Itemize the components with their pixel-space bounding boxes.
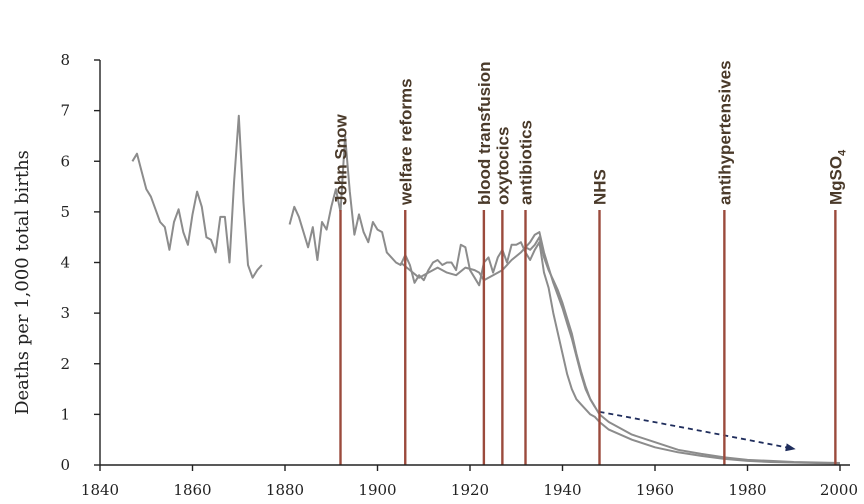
y-tick-label: 8 — [60, 51, 70, 69]
x-tick-label: 1880 — [266, 481, 304, 499]
event-label-8: MgSO4 — [826, 149, 848, 205]
event-label-2: welfare reforms — [396, 78, 415, 206]
event-label-1: John Snow — [332, 114, 351, 205]
event-label-6: NHS — [591, 169, 610, 205]
event-label-4: oxytocics — [493, 127, 512, 205]
y-tick-label: 1 — [60, 405, 70, 423]
x-tick-label: 1900 — [358, 481, 396, 499]
y-axis-title: Deaths per 1,000 total births — [12, 150, 33, 415]
x-tick-label: 2000 — [820, 481, 858, 499]
y-tick-label: 6 — [60, 152, 70, 170]
x-tick-label: 1860 — [173, 481, 211, 499]
trend-arrow — [599, 410, 796, 452]
series-line-2 — [288, 134, 841, 465]
y-tick-label: 3 — [60, 304, 70, 322]
event-label-subscript: 4 — [836, 149, 848, 156]
y-tick-label: 5 — [60, 203, 70, 221]
x-tick-label: 1980 — [728, 481, 766, 499]
x-tick-label: 1960 — [636, 481, 674, 499]
x-tick-label: 1840 — [81, 481, 119, 499]
y-tick-label: 4 — [60, 254, 70, 272]
y-tick-label: 2 — [60, 355, 70, 373]
series-line-3 — [399, 236, 841, 464]
series-line-4 — [524, 231, 596, 408]
x-tick-label: 1920 — [451, 481, 489, 499]
plot-area — [131, 114, 841, 465]
y-tick-label: 7 — [60, 102, 70, 120]
axes: Deaths per 1,000 total births 0 1 2 3 4 5 6 7 8 1… — [12, 51, 858, 499]
event-label-3: blood transfusion — [475, 61, 494, 205]
event-label-7: antihypertensives — [715, 60, 734, 205]
event-label-5: antibiotics — [517, 120, 536, 205]
y-tick-label: 0 — [60, 456, 70, 474]
event-markers: John Snow welfare reforms blood transfusio… — [332, 60, 848, 465]
x-tick-label: 1940 — [543, 481, 581, 499]
series-line-1 — [131, 114, 263, 279]
